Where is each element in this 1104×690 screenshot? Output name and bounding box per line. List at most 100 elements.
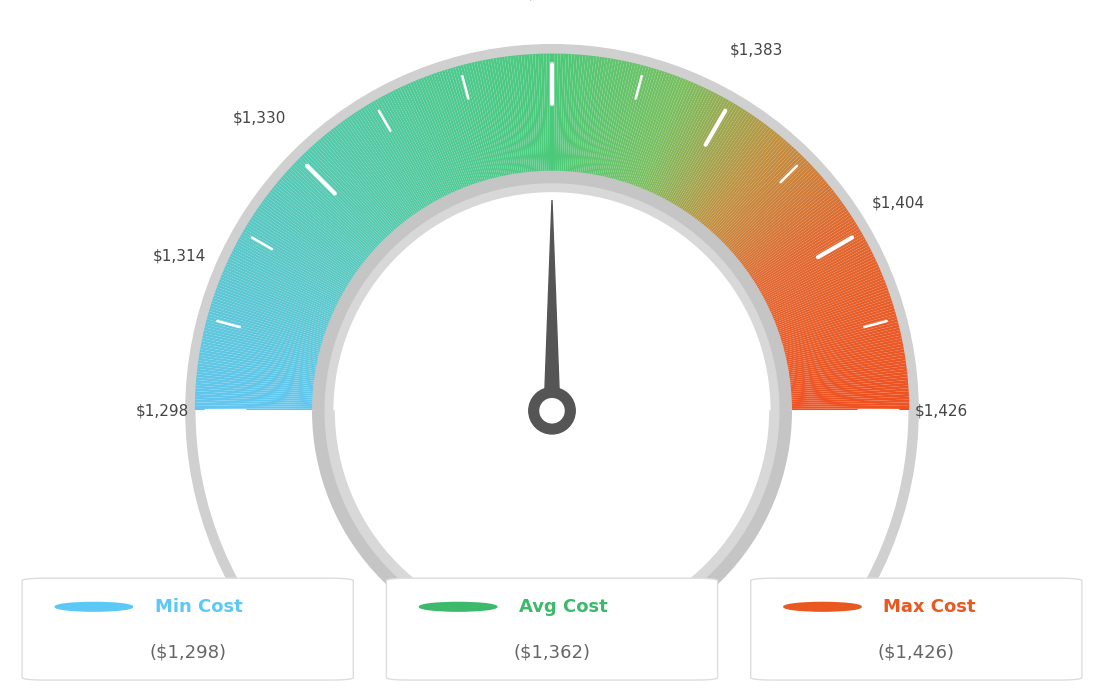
Wedge shape: [747, 217, 853, 286]
Wedge shape: [755, 239, 867, 301]
Wedge shape: [580, 56, 597, 180]
Wedge shape: [209, 311, 329, 348]
Wedge shape: [577, 56, 594, 180]
Wedge shape: [195, 380, 320, 393]
Wedge shape: [501, 57, 521, 181]
Wedge shape: [338, 124, 414, 225]
Wedge shape: [633, 76, 678, 194]
Wedge shape: [572, 55, 585, 179]
Wedge shape: [637, 79, 686, 195]
Wedge shape: [213, 295, 332, 337]
Wedge shape: [651, 88, 707, 201]
Wedge shape: [700, 135, 782, 233]
Wedge shape: [666, 99, 729, 209]
Wedge shape: [710, 148, 796, 242]
Wedge shape: [769, 284, 888, 331]
Wedge shape: [543, 54, 549, 179]
Wedge shape: [752, 229, 861, 294]
Wedge shape: [746, 215, 852, 285]
Wedge shape: [263, 199, 365, 275]
Wedge shape: [781, 346, 904, 371]
Wedge shape: [643, 82, 693, 197]
Wedge shape: [296, 160, 386, 249]
Wedge shape: [347, 117, 420, 221]
Wedge shape: [512, 55, 529, 180]
Wedge shape: [753, 231, 862, 296]
Wedge shape: [778, 333, 901, 362]
Wedge shape: [423, 77, 470, 194]
Wedge shape: [275, 183, 373, 264]
Wedge shape: [532, 54, 541, 179]
Wedge shape: [609, 65, 644, 186]
Wedge shape: [768, 279, 885, 327]
Wedge shape: [485, 59, 510, 183]
Wedge shape: [351, 114, 423, 219]
Wedge shape: [415, 80, 465, 196]
Wedge shape: [221, 274, 338, 324]
Wedge shape: [519, 55, 532, 179]
Wedge shape: [353, 112, 425, 218]
Wedge shape: [687, 120, 762, 223]
Wedge shape: [718, 160, 808, 249]
Wedge shape: [649, 86, 704, 201]
Wedge shape: [507, 56, 524, 180]
Wedge shape: [648, 86, 701, 200]
Wedge shape: [274, 185, 372, 266]
Wedge shape: [202, 335, 325, 364]
Wedge shape: [289, 166, 383, 253]
Wedge shape: [779, 335, 902, 364]
Wedge shape: [505, 57, 523, 181]
Wedge shape: [248, 219, 355, 288]
Wedge shape: [740, 201, 842, 276]
Wedge shape: [636, 78, 683, 195]
Wedge shape: [771, 293, 890, 335]
Wedge shape: [667, 101, 731, 210]
Wedge shape: [725, 172, 820, 257]
Wedge shape: [760, 251, 873, 308]
Wedge shape: [204, 325, 327, 357]
Wedge shape: [530, 54, 539, 179]
Wedge shape: [660, 95, 722, 206]
Wedge shape: [227, 259, 342, 313]
Wedge shape: [331, 128, 410, 228]
Wedge shape: [743, 208, 848, 280]
Wedge shape: [242, 231, 351, 296]
Wedge shape: [618, 68, 657, 189]
Wedge shape: [630, 75, 676, 193]
Wedge shape: [574, 55, 588, 180]
Wedge shape: [693, 127, 771, 227]
Wedge shape: [224, 266, 340, 319]
Wedge shape: [784, 383, 909, 395]
Wedge shape: [361, 108, 429, 215]
Wedge shape: [252, 215, 358, 285]
Wedge shape: [395, 89, 452, 202]
Wedge shape: [715, 156, 805, 246]
Text: Max Cost: Max Cost: [883, 598, 976, 615]
Wedge shape: [709, 146, 795, 240]
Wedge shape: [750, 224, 858, 291]
Wedge shape: [764, 264, 879, 317]
Text: $1,330: $1,330: [232, 110, 286, 126]
Wedge shape: [318, 139, 401, 235]
Wedge shape: [620, 70, 660, 189]
Wedge shape: [784, 394, 909, 402]
Wedge shape: [211, 303, 330, 342]
Wedge shape: [645, 83, 697, 199]
Wedge shape: [208, 314, 329, 350]
Wedge shape: [784, 386, 909, 396]
Wedge shape: [731, 183, 829, 264]
Wedge shape: [266, 194, 368, 271]
Wedge shape: [258, 206, 362, 279]
Wedge shape: [336, 125, 413, 226]
Wedge shape: [615, 67, 651, 188]
Wedge shape: [314, 143, 399, 238]
Wedge shape: [222, 271, 338, 322]
Wedge shape: [606, 63, 638, 186]
Circle shape: [784, 602, 861, 611]
Wedge shape: [703, 139, 786, 235]
Wedge shape: [646, 84, 699, 199]
Wedge shape: [670, 104, 736, 212]
Wedge shape: [558, 54, 563, 179]
Wedge shape: [286, 170, 380, 256]
Wedge shape: [783, 375, 907, 389]
